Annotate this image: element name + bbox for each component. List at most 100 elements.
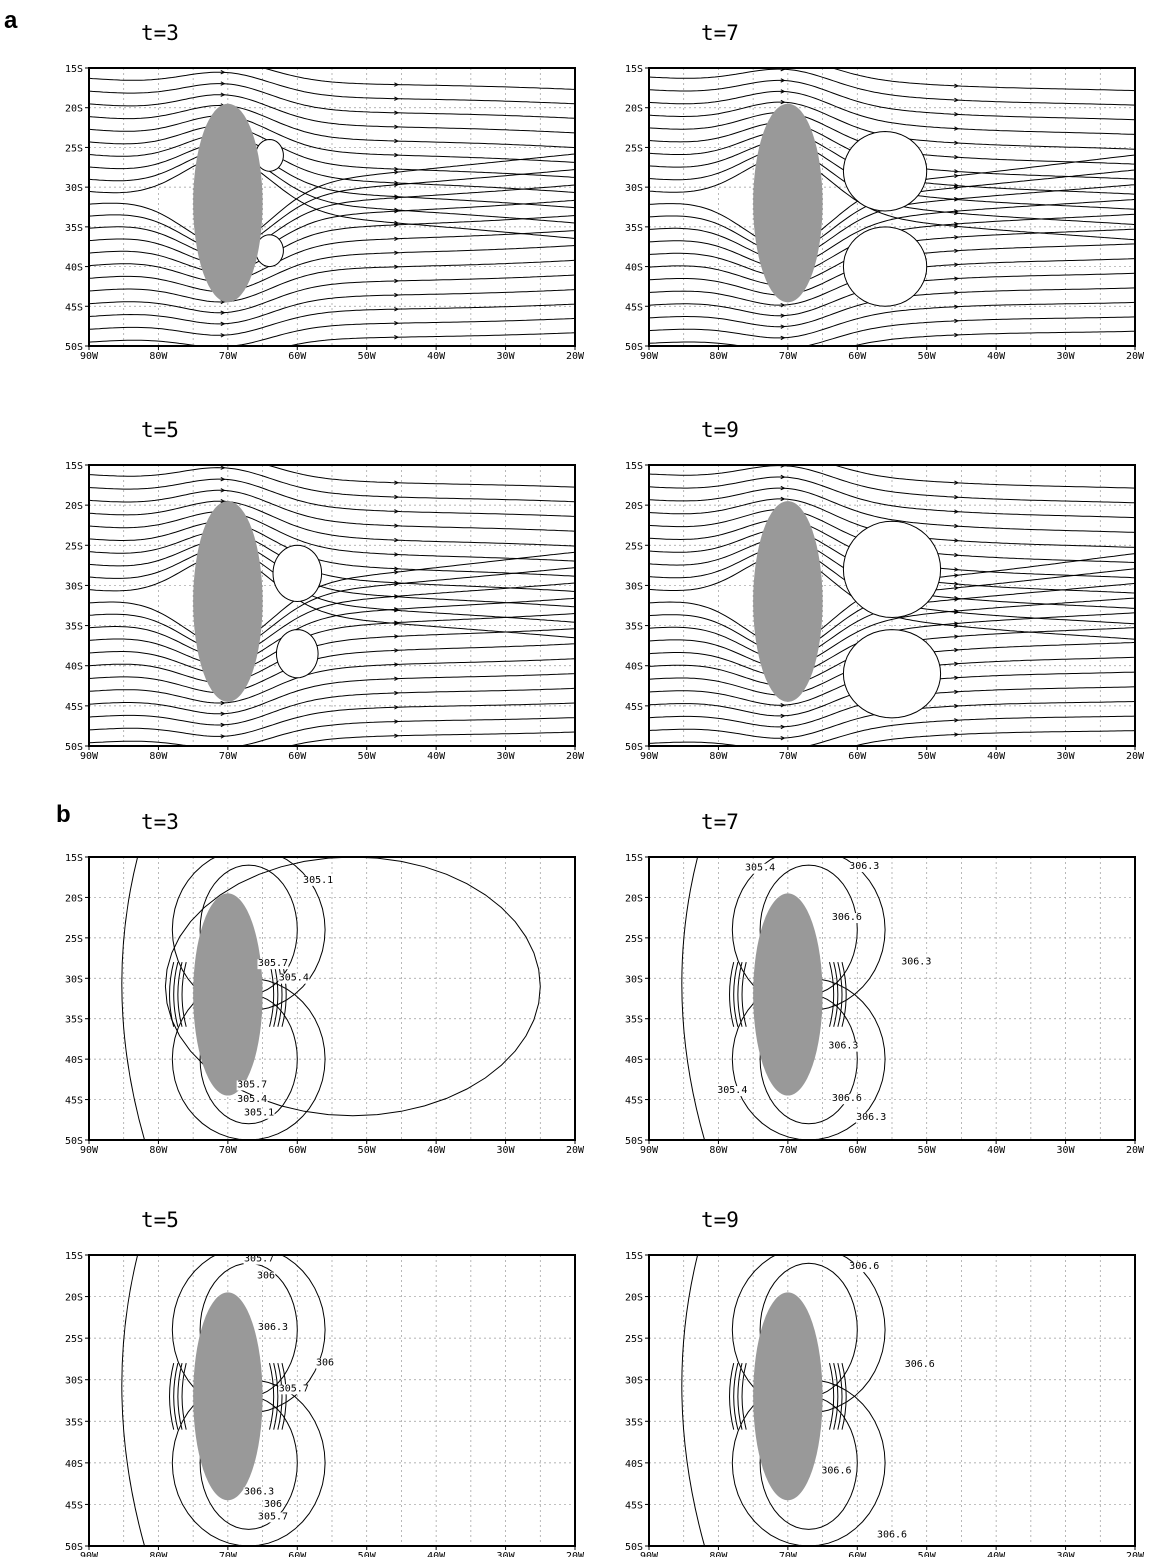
panel-title: t=9 bbox=[701, 1208, 739, 1232]
contour-label: 306.3 bbox=[856, 1112, 886, 1123]
flow-arrow bbox=[220, 70, 226, 75]
streamline bbox=[649, 156, 1135, 241]
contour-label: 305.4 bbox=[237, 1094, 267, 1105]
contour-line bbox=[273, 1362, 279, 1430]
panel-title: t=7 bbox=[701, 810, 739, 834]
contour-label-bg bbox=[848, 862, 880, 873]
y-tick-label: 15S bbox=[625, 461, 643, 472]
panel-a-t5: t=5 90W 80W 70W 60W 50W 40W 30W 20W 15S 20S 25S 30S 3… bbox=[65, 418, 585, 762]
x-tick-label: 70W bbox=[779, 351, 798, 362]
x-tick-label: 80W bbox=[149, 751, 168, 762]
y-tick-label: 50S bbox=[65, 1136, 83, 1147]
y-tick-label: 20S bbox=[625, 501, 643, 512]
vortex-ring bbox=[842, 130, 928, 212]
flow-arrow bbox=[954, 140, 960, 146]
y-tick-label: 50S bbox=[65, 1542, 83, 1553]
y-tick-label: 25S bbox=[65, 541, 83, 552]
flow-arrow bbox=[954, 573, 960, 578]
flow-arrow bbox=[394, 96, 400, 101]
flow-arrow bbox=[780, 78, 786, 83]
panel-a-t3: t=3 90W 80W 70W 60W 50W 40W 30W 20W 15S 20S 25S 30S 3… bbox=[65, 21, 585, 362]
streamline bbox=[649, 476, 1135, 519]
flow-arrow bbox=[954, 621, 960, 626]
flow-arrow bbox=[780, 313, 786, 318]
y-tick-label: 35S bbox=[65, 1015, 83, 1026]
flow-arrow bbox=[954, 332, 960, 338]
flow-arrow bbox=[394, 690, 400, 696]
streamline bbox=[851, 330, 1135, 346]
y-tick-label: 15S bbox=[625, 1251, 643, 1262]
contour-label: 305.4 bbox=[717, 1085, 747, 1096]
streamline bbox=[852, 730, 1135, 746]
contour-line bbox=[121, 1255, 146, 1546]
contour-label: 306.6 bbox=[832, 912, 862, 923]
y-tick-label: 15S bbox=[625, 853, 643, 864]
streamline bbox=[89, 521, 575, 577]
y-tick-label: 20S bbox=[65, 104, 83, 115]
streamline bbox=[89, 303, 575, 336]
mountain bbox=[193, 1292, 263, 1501]
streamline bbox=[89, 643, 575, 694]
flow-arrow bbox=[394, 292, 400, 298]
contour-label-bg bbox=[855, 1112, 887, 1123]
streamline bbox=[830, 68, 1135, 92]
y-tick-label: 25S bbox=[625, 1334, 643, 1345]
y-tick-label: 45S bbox=[625, 702, 643, 713]
contour-line bbox=[171, 977, 326, 1140]
flow-arrow bbox=[954, 732, 960, 737]
y-tick-label: 45S bbox=[625, 1500, 643, 1511]
flow-arrow bbox=[394, 264, 400, 270]
flow-arrow bbox=[954, 523, 960, 529]
flow-arrow bbox=[780, 99, 786, 105]
panel-a-t9: t=9 90W 80W 70W 60W 50W 40W 30W 20W 15S 20S 25S 30S 3… bbox=[625, 418, 1145, 762]
streamline bbox=[265, 465, 575, 488]
streamline bbox=[649, 715, 1135, 746]
flow-arrow bbox=[394, 166, 400, 172]
flow-arrow bbox=[954, 609, 960, 614]
plot-frame bbox=[88, 1254, 576, 1547]
x-tick-label: 20W bbox=[1126, 1551, 1145, 1557]
flow-arrow bbox=[954, 185, 960, 190]
x-tick-label: 20W bbox=[1126, 1145, 1145, 1156]
x-tick-label: 70W bbox=[779, 751, 798, 762]
contour-label-bg bbox=[820, 1466, 852, 1477]
x-tick-label: 60W bbox=[288, 351, 307, 362]
streamline bbox=[89, 567, 575, 652]
streamline bbox=[89, 478, 575, 517]
streamline bbox=[89, 274, 575, 314]
y-tick-label: 25S bbox=[65, 934, 83, 945]
y-tick-label: 15S bbox=[65, 461, 83, 472]
x-tick-label: 30W bbox=[497, 1551, 516, 1557]
y-tick-label: 50S bbox=[625, 742, 643, 753]
x-tick-label: 20W bbox=[1126, 751, 1145, 762]
y-tick-label: 20S bbox=[625, 1293, 643, 1304]
flow-arrow bbox=[394, 170, 400, 175]
contour-label: 306.3 bbox=[849, 861, 879, 872]
contour-line bbox=[829, 961, 835, 1027]
x-tick-label: 70W bbox=[219, 1145, 238, 1156]
contour-label: 306.6 bbox=[821, 1466, 851, 1477]
x-tick-label: 40W bbox=[427, 351, 446, 362]
vortex bbox=[275, 629, 319, 679]
x-tick-label: 90W bbox=[80, 1145, 99, 1156]
contour-label: 305.1 bbox=[244, 1108, 274, 1119]
y-tick-label: 40S bbox=[65, 1055, 83, 1066]
contour-label-bg bbox=[257, 1512, 289, 1523]
streamline bbox=[89, 259, 575, 303]
plot-frame bbox=[648, 856, 1136, 1141]
contour-line bbox=[833, 1362, 839, 1430]
y-tick-label: 30S bbox=[625, 1376, 643, 1387]
flow-arrow bbox=[780, 335, 786, 341]
flow-arrow bbox=[954, 318, 960, 324]
flow-arrow bbox=[954, 276, 960, 281]
x-tick-label: 40W bbox=[427, 1551, 446, 1557]
x-tick-label: 60W bbox=[288, 1551, 307, 1557]
streamline bbox=[89, 230, 575, 283]
y-tick-label: 35S bbox=[625, 1015, 643, 1026]
y-tick-label: 35S bbox=[65, 622, 83, 633]
y-tick-label: 50S bbox=[625, 1136, 643, 1147]
contour-label-bg bbox=[900, 957, 932, 968]
contour-line bbox=[729, 1362, 735, 1430]
streamline bbox=[89, 149, 575, 224]
flow-arrow bbox=[954, 248, 960, 254]
